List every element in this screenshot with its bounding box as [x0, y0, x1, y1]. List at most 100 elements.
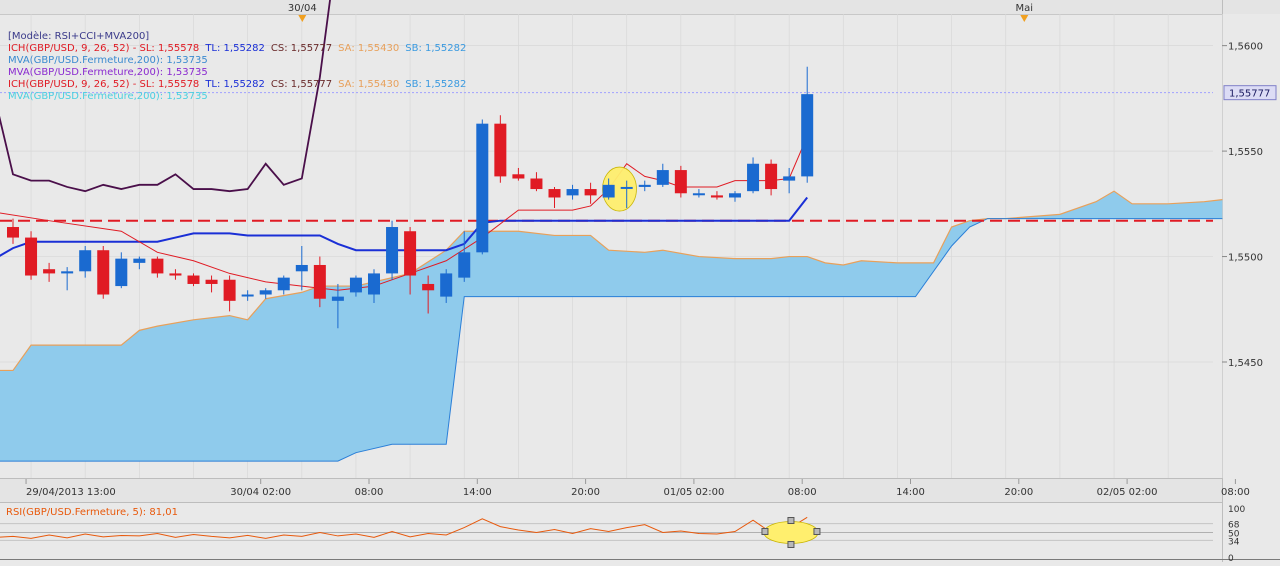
candle-body	[259, 290, 272, 295]
legend-entry: TL: 1,55282	[205, 43, 265, 54]
candle-body	[692, 193, 705, 196]
candle-body	[241, 294, 254, 297]
candle	[458, 231, 471, 282]
candle-body	[530, 178, 543, 190]
candle-body	[765, 163, 778, 190]
price-tick-label: 1,5500	[1228, 253, 1263, 264]
rsi-marker-handle	[813, 528, 821, 535]
candle-body	[674, 170, 687, 194]
candle-body	[133, 258, 146, 263]
candle-body	[440, 273, 453, 297]
candle-body	[656, 170, 669, 185]
current-price-tag-box	[1223, 85, 1277, 101]
candle-body	[620, 186, 633, 189]
candle	[151, 256, 164, 278]
candle-body	[404, 231, 417, 276]
candle	[368, 269, 380, 303]
candle	[620, 180, 633, 209]
candle-body	[458, 252, 471, 278]
candle	[79, 246, 92, 278]
legend-line: ICH(GBP/USD, 9, 26, 52) - SL: 1,55578 TL:…	[8, 79, 466, 91]
time-tick-label: 14:00	[896, 487, 925, 498]
candle-body	[313, 264, 326, 299]
candle-body	[584, 189, 597, 196]
rsi-tick-label: 0	[1228, 554, 1234, 562]
candle	[710, 191, 723, 200]
candle	[692, 189, 705, 198]
candle	[61, 267, 74, 291]
rsi-tick-label: 100	[1228, 505, 1245, 515]
candle	[476, 119, 489, 255]
candle-body	[386, 227, 399, 274]
time-tick-label: 08:00	[355, 487, 384, 498]
legend-entry: SA: 1,55430	[338, 43, 400, 54]
legend-line: ICH(GBP/USD, 9, 26, 52) - SL: 1,55578 TL:…	[8, 43, 466, 55]
candle-body	[783, 176, 796, 181]
rsi-tick-label: 34	[1228, 537, 1240, 547]
rsi-tick-label: 50	[1228, 530, 1240, 540]
candle-body	[602, 184, 615, 198]
candle	[548, 186, 561, 209]
time-tick-label: 20:00	[571, 487, 600, 498]
candle	[512, 167, 525, 181]
candle	[187, 273, 200, 287]
candle	[97, 246, 110, 299]
legend-line: MVA(GBP/USD.Fermeture,200): 1,53735	[8, 55, 466, 67]
candle-body	[801, 94, 814, 177]
candle-body	[151, 258, 164, 274]
candle-body	[187, 275, 200, 284]
current-price-tag: 1,55777	[1223, 85, 1277, 101]
candle	[277, 275, 290, 295]
rsi-marker-handle	[787, 517, 795, 524]
candle	[801, 66, 814, 183]
candle	[765, 159, 778, 196]
candle-body	[223, 279, 236, 301]
candle-body	[747, 163, 760, 192]
candle	[422, 275, 435, 314]
tenkan-sen-line	[0, 136, 808, 291]
candle	[566, 184, 579, 200]
candle	[494, 115, 507, 183]
candle-body	[476, 123, 489, 253]
time-tick-label: 20:00	[1004, 487, 1033, 498]
candle	[404, 227, 417, 295]
candle	[602, 178, 615, 200]
candle	[638, 180, 651, 192]
price-tick-label: 1,5450	[1228, 358, 1263, 369]
current-price-tag-label: 1,55777	[1229, 89, 1270, 100]
candle-body	[97, 250, 110, 295]
candle-body	[349, 277, 362, 293]
time-tick-label: 30/04 02:00	[230, 487, 291, 498]
top-date-strip	[0, 0, 1280, 14]
senkou-span-b	[0, 218, 1223, 462]
legend-entry: ICH(GBP/USD, 9, 26, 52) - SL: 1,55578	[8, 43, 200, 54]
rsi-highlight-marker	[761, 517, 821, 548]
candle-body	[25, 237, 38, 276]
candle	[25, 231, 38, 280]
candle-body	[729, 193, 741, 198]
legend-lines: ICH(GBP/USD, 9, 26, 52) - SL: 1,55578 TL:…	[8, 43, 466, 103]
candle-body	[638, 184, 651, 187]
rsi-marker-handle	[761, 528, 769, 535]
candle-body	[43, 269, 56, 274]
candle	[7, 218, 19, 244]
candle-body	[61, 271, 74, 274]
candle	[747, 157, 760, 194]
rsi-line	[0, 516, 808, 539]
candle	[584, 182, 597, 204]
candle-body	[422, 283, 435, 291]
candle	[313, 256, 326, 308]
price-tick-label: 1,5600	[1228, 42, 1263, 53]
time-axis-strip	[0, 478, 1222, 502]
legend-entry: MVA(GBP/USD.Fermeture,200): 1,53735	[8, 55, 208, 66]
legend-entry: TL: 1,55282	[205, 79, 265, 90]
candle-body	[79, 250, 92, 272]
time-tick-label: 08:00	[1221, 487, 1250, 498]
legend-entry: MVA(GBP/USD.Fermeture,200): 1,53735	[8, 67, 208, 78]
candle	[674, 165, 687, 198]
candle-body	[331, 296, 344, 301]
candle-body	[295, 264, 308, 272]
candle-body	[710, 195, 723, 198]
